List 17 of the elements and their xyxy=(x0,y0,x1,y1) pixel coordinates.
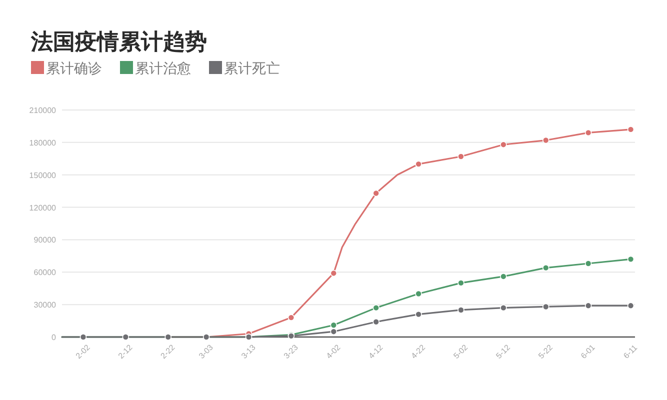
x-tick-label: 4-02 xyxy=(324,342,343,361)
y-tick-label: 30000 xyxy=(34,300,57,310)
x-tick-label: 4-22 xyxy=(409,342,428,361)
y-tick-label: 90000 xyxy=(34,236,57,245)
legend-label: 累计治愈 xyxy=(135,60,191,76)
y-tick-label: 120000 xyxy=(29,203,57,212)
y-tick-label: 60000 xyxy=(34,268,57,278)
x-tick-label: 4-12 xyxy=(366,342,386,361)
y-tick-label: 0 xyxy=(52,333,57,342)
title: 法国疫情累计趋势 xyxy=(31,29,207,54)
legend-label: 累计确诊 xyxy=(46,60,102,76)
y-tick-label: 150000 xyxy=(29,170,57,180)
x-tick-label: 6-01 xyxy=(579,342,598,361)
y-tick-label: 180000 xyxy=(29,138,57,148)
legend-label: 累计死亡 xyxy=(224,60,280,76)
y-tick-label: 210000 xyxy=(29,106,57,115)
x-tick-label: 6-11 xyxy=(622,342,640,360)
